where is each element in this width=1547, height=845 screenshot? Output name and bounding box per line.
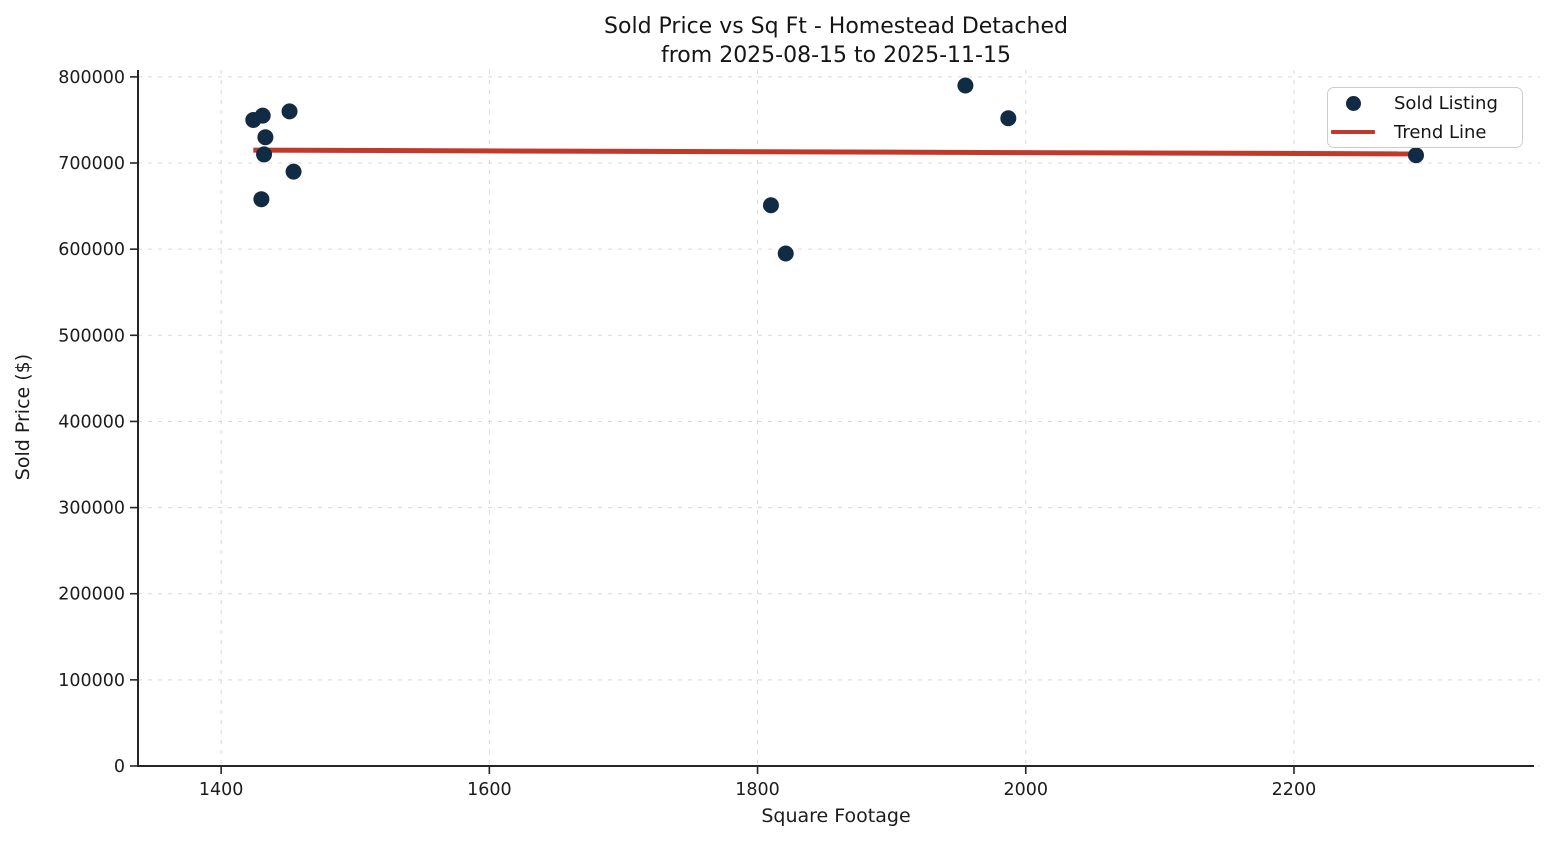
legend-marker-col xyxy=(1328,95,1378,111)
scatter-point xyxy=(957,77,974,94)
sold-listing-marker-icon xyxy=(1345,95,1361,111)
x-tick-label: 1600 xyxy=(467,780,512,800)
y-tick-label: 300000 xyxy=(58,499,125,519)
y-tick-label: 400000 xyxy=(58,412,125,432)
y-tick-label: 0 xyxy=(114,757,125,777)
y-axis-label: Sold Price ($) xyxy=(12,353,34,481)
y-tick-label: 100000 xyxy=(58,671,125,691)
x-tick-label: 2000 xyxy=(1003,780,1048,800)
scatter-point xyxy=(1407,147,1424,164)
legend: Sold Listing Trend Line xyxy=(1327,87,1523,148)
scatter-point xyxy=(762,197,779,214)
scatter-point xyxy=(285,163,302,180)
x-axis-label: Square Footage xyxy=(761,805,911,827)
scatter-point xyxy=(257,129,274,146)
legend-entry-sold-listing: Sold Listing xyxy=(1328,91,1522,115)
chart-title: Sold Price vs Sq Ft - Homestead Detached xyxy=(604,14,1068,39)
legend-entry-trend-line: Trend Line xyxy=(1328,120,1522,144)
chart-subtitle: from 2025-08-15 to 2025-11-15 xyxy=(661,43,1011,68)
x-tick-label: 2200 xyxy=(1272,780,1317,800)
scatter-point xyxy=(1000,110,1017,127)
scatter-point xyxy=(253,191,270,208)
legend-label-sold-listing: Sold Listing xyxy=(1394,92,1498,114)
scatter-point xyxy=(256,146,273,163)
y-tick-label: 500000 xyxy=(58,326,125,346)
trend-line-marker-icon xyxy=(1331,130,1375,134)
y-tick-label: 800000 xyxy=(58,68,125,88)
scatter-point xyxy=(254,107,271,124)
y-tick-label: 600000 xyxy=(58,240,125,260)
x-tick-label: 1400 xyxy=(199,780,244,800)
legend-label-trend-line: Trend Line xyxy=(1394,121,1487,143)
trend-line xyxy=(253,147,1416,157)
chart-title-block: Sold Price vs Sq Ft - Homestead Detached… xyxy=(138,12,1534,70)
y-tick-label: 700000 xyxy=(58,154,125,174)
y-tick-label: 200000 xyxy=(58,585,125,605)
x-tick-label: 1800 xyxy=(735,780,780,800)
legend-marker-col xyxy=(1328,130,1378,134)
scatter-point xyxy=(777,245,794,262)
scatter-point xyxy=(281,103,298,120)
